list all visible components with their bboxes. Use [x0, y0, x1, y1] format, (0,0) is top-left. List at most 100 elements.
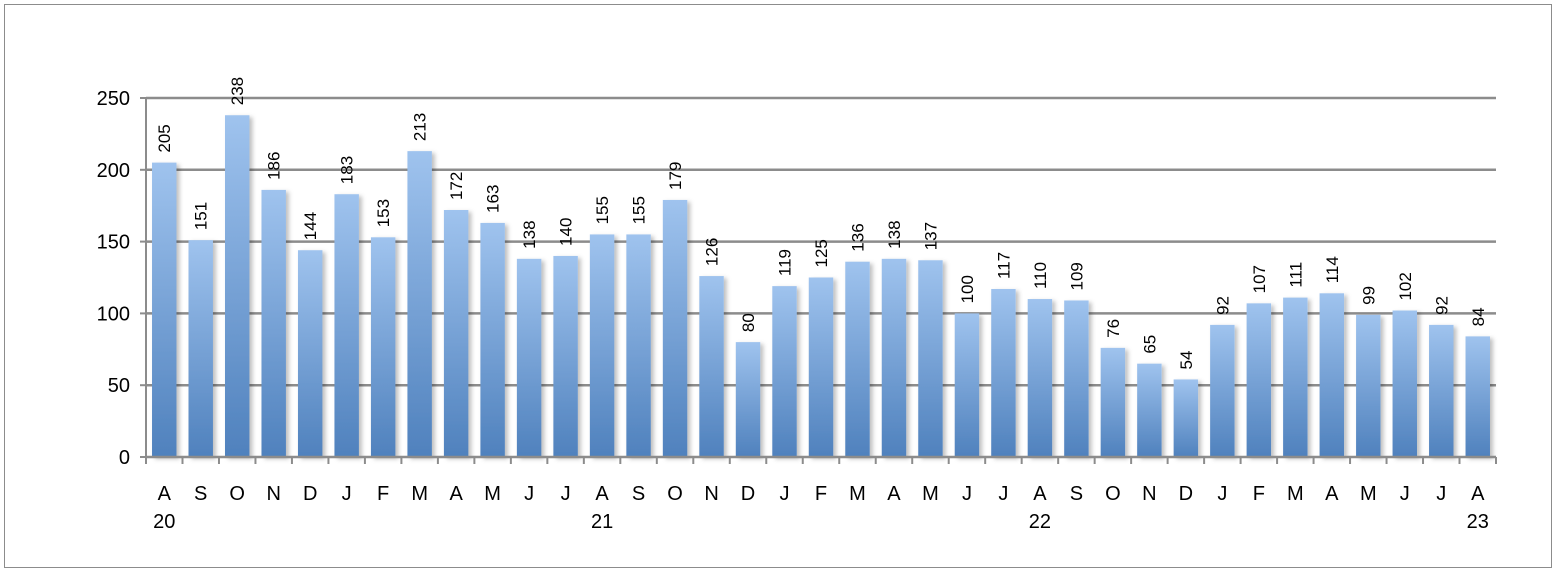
- x-tick-label: D: [741, 483, 755, 505]
- data-label: 140: [557, 218, 576, 246]
- bar: [152, 162, 177, 457]
- data-label: 155: [630, 196, 649, 224]
- data-label: 100: [958, 275, 977, 303]
- bar: [1100, 347, 1126, 457]
- bar: [918, 260, 943, 457]
- x-tick-label: J: [1217, 483, 1227, 505]
- bar: [224, 115, 250, 458]
- bar: [772, 286, 797, 457]
- x-tick-label: N: [266, 483, 280, 505]
- data-label: 111: [1286, 262, 1305, 288]
- data-label: 110: [1031, 262, 1050, 289]
- bar: [881, 258, 907, 457]
- x-tick-label: J: [1400, 483, 1410, 505]
- y-tick-label: 100: [97, 303, 130, 325]
- data-label: 151: [192, 202, 211, 230]
- x-tick-label: J: [962, 483, 972, 505]
- y-axis: 0 50 100 150 200 250: [97, 88, 147, 469]
- bar: [589, 234, 615, 457]
- bar: [370, 237, 396, 457]
- x-tick-label: M: [484, 483, 501, 505]
- bar: [1064, 300, 1089, 457]
- x-tick-label: O: [229, 483, 245, 505]
- y-tick-label: 50: [108, 375, 130, 397]
- x-year-label: 20: [153, 511, 175, 533]
- x-tick-label: M: [1287, 483, 1304, 505]
- bar: [662, 199, 688, 457]
- data-label: 92: [1213, 296, 1232, 315]
- data-label: 155: [593, 196, 612, 224]
- data-label: 126: [703, 238, 722, 266]
- bar: [1173, 379, 1199, 457]
- bar: [1392, 310, 1418, 457]
- bar: [954, 313, 980, 457]
- x-tick-label: J: [342, 483, 352, 505]
- bar: [735, 342, 761, 457]
- x-year-label: 21: [591, 511, 613, 533]
- bars: [152, 115, 1490, 458]
- data-label: 179: [666, 162, 685, 190]
- y-tick-label: 0: [119, 447, 130, 469]
- data-label: 117: [994, 252, 1013, 279]
- data-label: 172: [447, 172, 466, 200]
- x-tick-label: F: [815, 483, 827, 505]
- x-tick-label: J: [998, 483, 1008, 505]
- x-tick-label: S: [1070, 483, 1083, 505]
- data-label: 183: [338, 156, 357, 184]
- x-tick-label: J: [561, 483, 571, 505]
- bar: [1210, 324, 1235, 457]
- bar: [334, 194, 359, 457]
- x-tick-label: A: [887, 483, 901, 505]
- bar: [1137, 363, 1162, 457]
- data-label: 107: [1250, 265, 1269, 293]
- x-tick-label: F: [1253, 483, 1265, 505]
- x-tick-label: N: [1142, 483, 1156, 505]
- data-label: 114: [1323, 256, 1342, 283]
- data-label: 138: [520, 220, 539, 248]
- x-tick-label: S: [194, 483, 207, 505]
- x-tick-label: D: [1179, 483, 1193, 505]
- bar: [1027, 299, 1053, 457]
- y-tick-label: 250: [97, 88, 130, 110]
- bar: [297, 250, 323, 457]
- x-tick-label: M: [1360, 483, 1377, 505]
- bar: [808, 277, 834, 457]
- data-label: 54: [1177, 351, 1196, 370]
- x-tick-label: S: [632, 483, 645, 505]
- bar: [188, 240, 213, 457]
- x-tick-label: A: [595, 483, 609, 505]
- x-tick-label: O: [667, 483, 683, 505]
- data-label: 65: [1140, 335, 1159, 354]
- x-tick-label: A: [1033, 483, 1047, 505]
- x-tick-label: A: [1325, 483, 1339, 505]
- data-label: 84: [1469, 307, 1488, 326]
- data-label: 102: [1396, 272, 1415, 300]
- bar: [626, 234, 651, 457]
- x-axis: A S O N D J F M A M J J A S O N D J F M A M J J A S O N D J F M A M J J A20 2…: [145, 455, 1497, 533]
- data-label: 153: [374, 199, 393, 227]
- data-label: 92: [1432, 296, 1451, 315]
- x-tick-label: J: [1436, 483, 1446, 505]
- x-tick-label: J: [524, 483, 534, 505]
- bar: [443, 210, 469, 457]
- bar: [991, 288, 1016, 457]
- data-label: 186: [265, 152, 284, 180]
- bar: [1465, 336, 1490, 457]
- data-label: 125: [812, 239, 831, 267]
- x-tick-label: D: [303, 483, 317, 505]
- data-label: 119: [776, 249, 795, 276]
- bar: [699, 276, 724, 457]
- x-tick-label: A: [1471, 483, 1485, 505]
- bar: [553, 255, 578, 457]
- y-tick-label: 150: [97, 232, 130, 254]
- bar: [480, 222, 505, 457]
- data-label: 99: [1359, 286, 1378, 305]
- y-tick-label: 200: [97, 160, 130, 182]
- data-label: 80: [739, 313, 758, 332]
- bar: [845, 261, 870, 457]
- x-tick-label: M: [849, 483, 866, 505]
- data-labels: 205 151 238 186 144 183 153 213 172 163 138 140 155 1…: [155, 77, 1488, 370]
- data-label: 144: [301, 212, 320, 240]
